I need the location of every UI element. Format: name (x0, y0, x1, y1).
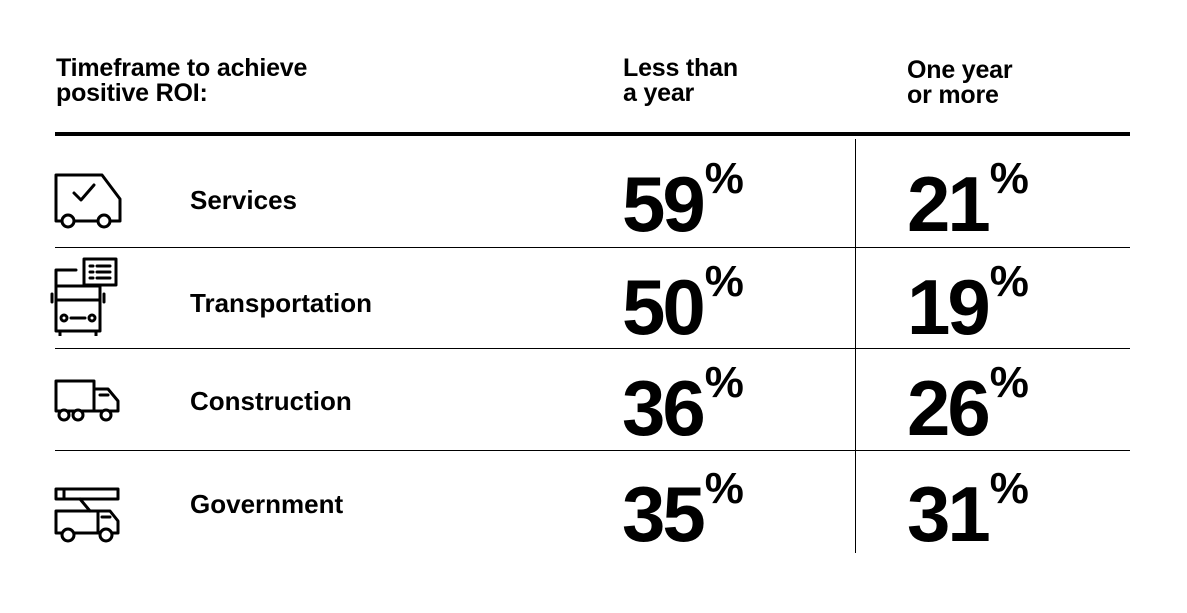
table-row: Construction 36% 26% (0, 349, 1187, 450)
table-row: Services 59% 21% (0, 147, 1187, 248)
crane-truck-icon (54, 487, 120, 543)
value-one-year-or-more: 21% (907, 154, 1029, 248)
row-divider (55, 450, 1130, 451)
column-header-less-than-year-line2: a year (623, 79, 695, 107)
value-less-than-year: 35% (622, 464, 744, 558)
row-divider (55, 247, 1130, 248)
row-label-transportation: Transportation (190, 288, 373, 318)
value-one-year-or-more: 31% (907, 464, 1029, 558)
value-less-than-year: 50% (622, 257, 744, 351)
category-header: Timeframe to achieve positive ROI: (56, 56, 307, 106)
row-divider (55, 348, 1130, 349)
column-header-less-than-year: Less than a year (623, 56, 738, 106)
column-header-one-year-or-more-line1: One year (907, 56, 1013, 84)
row-label-construction: Construction (190, 386, 352, 416)
truck-icon (54, 379, 120, 422)
column-divider (855, 139, 856, 553)
value-less-than-year: 36% (622, 358, 744, 452)
bus-icon (50, 257, 118, 336)
value-less-than-year: 59% (622, 154, 744, 248)
row-label-government: Government (190, 489, 344, 519)
category-header-line1: Timeframe to achieve (56, 54, 308, 82)
column-header-one-year-or-more-line2: or more (907, 81, 999, 109)
value-one-year-or-more: 19% (907, 257, 1029, 351)
van-check-icon (54, 173, 122, 229)
value-one-year-or-more: 26% (907, 358, 1029, 452)
category-header-line2: positive ROI: (56, 79, 208, 107)
row-label-services: Services (190, 185, 297, 215)
table-row: Government 35% 31% (0, 451, 1187, 558)
table-row: Transportation 50% 19% (0, 248, 1187, 349)
column-header-less-than-year-line1: Less than (623, 54, 738, 82)
column-header-one-year-or-more: One year or more (907, 56, 1013, 109)
header-rule (55, 132, 1130, 136)
